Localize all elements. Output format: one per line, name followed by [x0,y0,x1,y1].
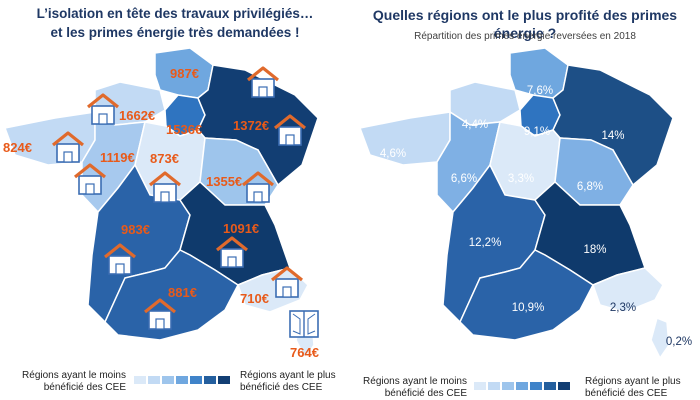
left-value-normandie: 1662€ [119,108,155,123]
right-value-centre-val-de-loire: 3,3% [508,173,534,185]
left-title-line-2: et les primes énergie très demandées ! [50,25,300,40]
right-value-paca: 2,3% [610,302,636,314]
left-value-bretagne: 824€ [3,140,32,155]
right-region-paca [592,267,664,313]
left-map-title: L’isolation en tête des travaux privilég… [0,4,350,42]
left-value-centre-val-de-loire: 873€ [150,151,179,166]
left-value-hauts-de-france: 987€ [170,66,199,81]
right-map-title: Quelles régions ont le plus profité des … [372,7,678,41]
left-value-nouvelle-aquitaine: 983€ [121,222,150,237]
left-value-grand-est: 1372€ [233,118,269,133]
left-region-bretagne [3,111,96,166]
left-legend-high-label: Régions ayant le plus bénéficié des CEE [240,370,336,393]
window-icon [289,310,319,338]
left-value-occitanie: 881€ [168,285,197,300]
right-value-occitanie: 10,9% [512,302,545,314]
right-legend-low-label: Régions ayant le moins bénéficié des CEE [363,376,467,399]
right-value-bretagne: 4,6% [380,148,406,160]
left-value-bourgogne-franche-comte: 1355€ [206,174,242,189]
left-value-paca: 710€ [240,291,269,306]
left-legend-scale [134,376,230,384]
right-legend-scale [474,382,570,390]
right-map-subtitle: Répartition des primes énergie reversées… [414,31,636,42]
right-value-corse: 0,2% [666,336,692,348]
left-map: 987€ 1662€ 1536€ 1372€ 824€ 1119€ 873€ 1… [3,47,319,360]
right-value-normandie: 4,4% [462,119,488,131]
left-value-pays-de-la-loire: 1119€ [100,150,135,165]
right-map: 7,6% 4,4% 9,1% 14% 4,6% 6,6% 3,3% 6,8% 1… [358,47,692,360]
left-value-ile-de-france: 1536€ [166,122,202,137]
right-value-auvergne-rhone-alpes: 18% [583,244,606,256]
right-value-grand-est: 14% [601,130,624,142]
right-value-nouvelle-aquitaine: 12,2% [469,237,502,249]
right-value-ile-de-france: 9,1% [524,126,550,138]
left-value-corse: 764€ [290,345,319,360]
left-value-auvergne-rhone-alpes: 1091€ [223,221,259,236]
left-legend-low-label: Régions ayant le moins bénéficié des CEE [22,370,126,393]
right-value-bourgogne-franche-comte: 6,8% [577,181,603,193]
right-value-pays-de-la-loire: 6,6% [451,173,477,185]
right-region-corse [650,316,670,360]
left-title-line-1: L’isolation en tête des travaux privilég… [36,6,314,21]
house-insulation-icon [246,66,280,99]
right-legend-high-label: Régions ayant le plus bénéficié des CEE [585,376,681,399]
right-value-hauts-de-france: 7,6% [527,85,553,97]
